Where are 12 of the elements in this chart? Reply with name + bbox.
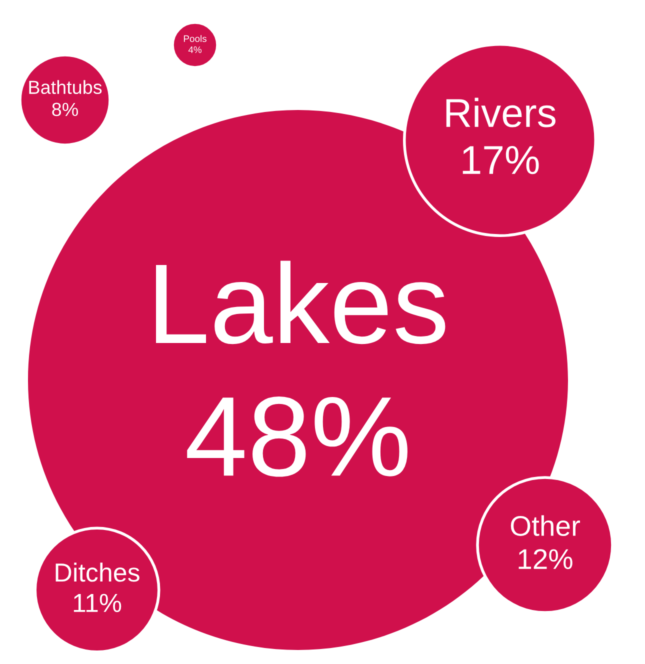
category-label: Rivers [446,98,556,128]
category-label: Other [510,515,580,536]
data-label: 11% [74,594,122,612]
category-label: Ditches [56,562,140,582]
data-label: 4% [188,46,202,54]
category-label: Lakes [156,260,446,344]
data-label: 17% [462,146,539,174]
data-label: 8% [52,102,78,116]
data-label: 12% [518,549,572,570]
category-label: Bathtubs [29,80,102,94]
data-label: 48% [187,396,408,477]
category-label: Pools [184,35,206,42]
